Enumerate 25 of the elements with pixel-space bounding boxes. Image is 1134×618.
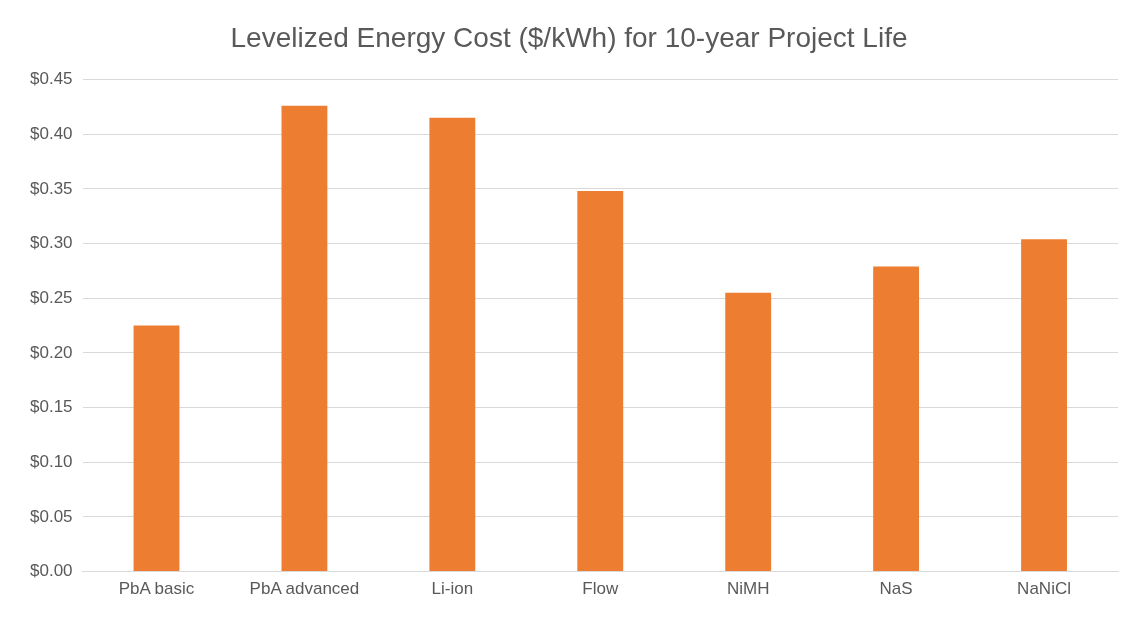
- x-tick-label: Li-ion: [431, 579, 474, 599]
- y-tick-label: $0.35: [29, 178, 73, 198]
- y-tick-label: $0.00: [29, 561, 73, 581]
- y-tick-label: $0.10: [29, 451, 73, 471]
- chart-title: Levelized Energy Cost ($/kWh) for 10-year Project Life: [230, 21, 908, 53]
- y-tick-label: $0.45: [29, 69, 73, 89]
- x-tick-label: NiMH: [726, 579, 770, 599]
- y-tick-label: $0.40: [29, 123, 73, 143]
- x-tick-label: NaNiCl: [1017, 579, 1071, 599]
- bar: [873, 266, 920, 572]
- y-tick-label: $0.25: [29, 287, 73, 307]
- bar: [429, 117, 476, 572]
- bar: [577, 191, 624, 572]
- y-tick-label: $0.05: [29, 506, 73, 526]
- bar: [133, 325, 180, 572]
- x-tick-label: NaS: [879, 579, 913, 599]
- bar: [1021, 239, 1067, 572]
- x-tick-label: PbA basic: [118, 579, 195, 599]
- x-tick-label: PbA advanced: [249, 579, 360, 599]
- bar: [725, 292, 772, 572]
- y-tick-label: $0.15: [29, 397, 73, 417]
- y-tick-label: $0.30: [29, 233, 73, 253]
- x-tick-label: Flow: [582, 579, 619, 599]
- y-tick-label: $0.20: [29, 342, 73, 362]
- bar: [281, 105, 328, 572]
